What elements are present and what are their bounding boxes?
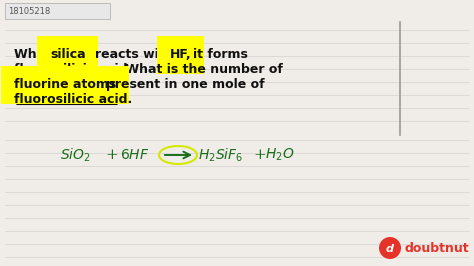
Text: $\mathit{H_2O}$: $\mathit{H_2O}$	[265, 147, 294, 163]
Text: When: When	[14, 48, 58, 61]
Text: $\mathit{H_2SiF_6}$: $\mathit{H_2SiF_6}$	[198, 146, 243, 164]
Text: silica: silica	[50, 48, 86, 61]
Text: fluorosilicic acid.: fluorosilicic acid.	[14, 63, 132, 76]
Text: d: d	[386, 244, 394, 254]
Text: it forms: it forms	[193, 48, 248, 61]
Text: fluorine atoms: fluorine atoms	[14, 78, 116, 91]
Text: What is the number of: What is the number of	[121, 63, 283, 76]
Text: +: +	[105, 148, 118, 162]
Text: reacts with: reacts with	[95, 48, 173, 61]
Text: HF,: HF,	[170, 48, 191, 61]
Text: fluorosilicic acid.: fluorosilicic acid.	[14, 93, 132, 106]
Text: +: +	[253, 148, 266, 162]
Text: doubtnut: doubtnut	[405, 242, 470, 255]
FancyBboxPatch shape	[5, 3, 110, 19]
Text: $\mathit{6HF}$: $\mathit{6HF}$	[120, 148, 149, 162]
Text: 18105218: 18105218	[8, 7, 50, 16]
Circle shape	[379, 237, 401, 259]
Text: present in one mole of: present in one mole of	[106, 78, 264, 91]
Text: $\mathit{SiO_2}$: $\mathit{SiO_2}$	[60, 146, 91, 164]
